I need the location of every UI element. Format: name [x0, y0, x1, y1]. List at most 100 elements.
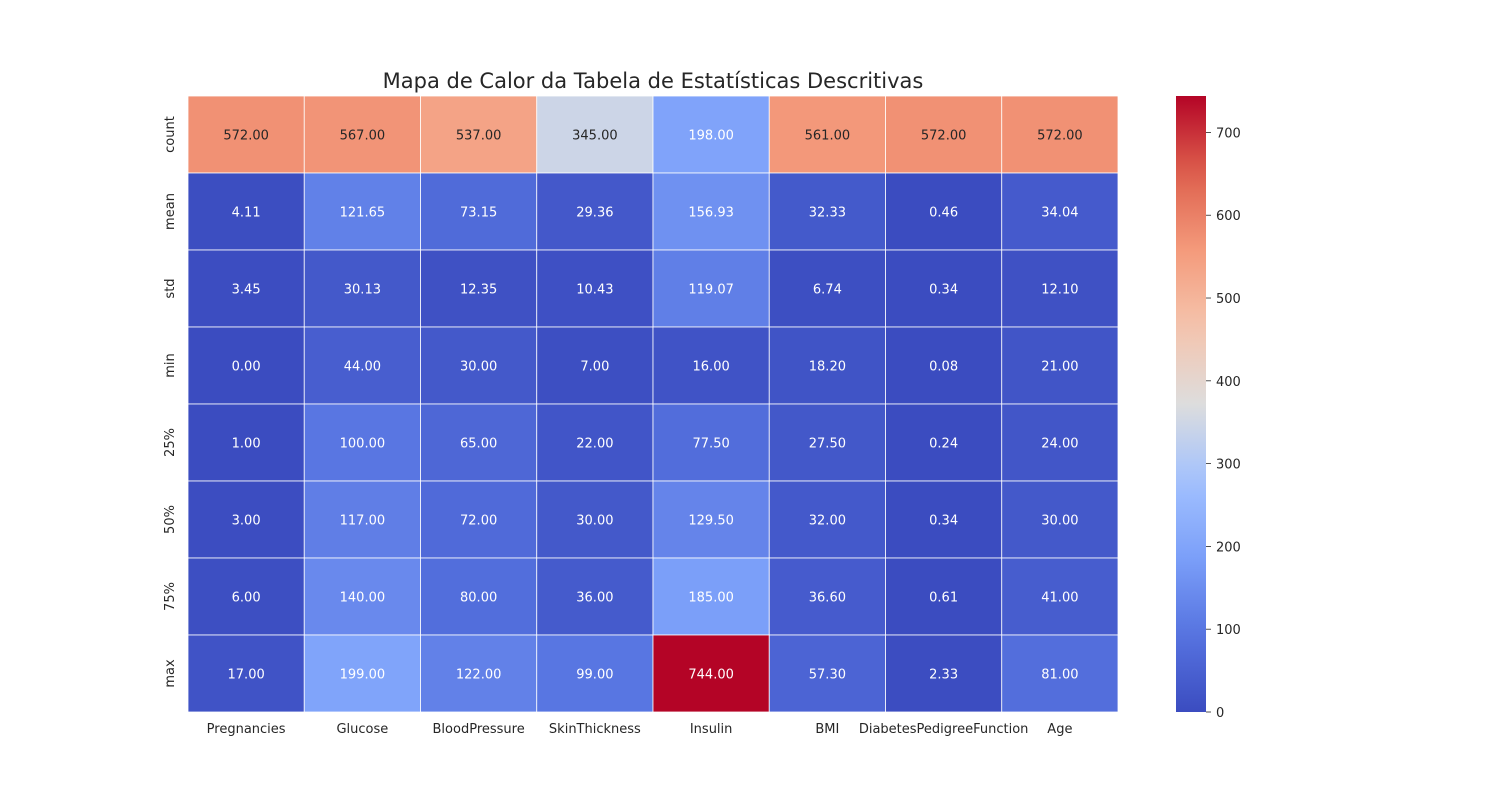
cell-value-label: 140.00: [340, 591, 386, 606]
heatmap-cell: [303, 172, 421, 251]
colorbar-tick-label: 400: [1216, 375, 1241, 390]
cell-value-label: 57.30: [809, 668, 846, 683]
heatmap-cell: [768, 95, 886, 174]
cell-value-label: 119.07: [688, 283, 734, 298]
heatmap-cell: [303, 249, 421, 328]
heatmap-cell: [885, 557, 1003, 636]
x-tick-label: Age: [1047, 722, 1072, 737]
cell-value-label: 72.00: [460, 514, 497, 529]
y-axis-tick-labels: count mean std min 25% 50% 75% max: [163, 116, 178, 688]
cell-value-label: 0.24: [929, 437, 958, 452]
heatmap-cell: [303, 480, 421, 559]
heatmap-cells: 572.00 567.00 537.00 345.00 198.00 561.00 572.…: [187, 95, 1119, 713]
y-tick-label: 25%: [163, 428, 178, 457]
cell-value-label: 572.00: [921, 129, 967, 144]
heatmap-cell: [1001, 249, 1119, 328]
cell-value-label: 345.00: [572, 129, 618, 144]
cell-value-label: 30.00: [1041, 514, 1078, 529]
cell-value-label: 81.00: [1041, 668, 1078, 683]
x-axis-tick-labels: Pregnancies Glucose BloodPressure SkinThick…: [207, 722, 1073, 737]
heatmap-cell: [652, 249, 770, 328]
heatmap-cell: [652, 95, 770, 174]
heatmap-cell: [420, 326, 538, 405]
colorbar-tick-label: 0: [1216, 706, 1224, 721]
y-tick-label: 75%: [163, 582, 178, 611]
heatmap-cell: [187, 634, 305, 713]
heatmap-cell: [187, 326, 305, 405]
heatmap-cell: [1001, 95, 1119, 174]
colorbar-tick-label: 500: [1216, 292, 1241, 307]
cell-value-label: 27.50: [809, 437, 846, 452]
heatmap-cell: [885, 634, 1003, 713]
heatmap-cell: [536, 172, 654, 251]
heatmap-cell: [1001, 634, 1119, 713]
heatmap-cell: [303, 557, 421, 636]
colorbar-tick-label: 200: [1216, 540, 1241, 555]
heatmap-cell: [303, 634, 421, 713]
x-tick-label: Glucose: [336, 722, 388, 737]
cell-value-label: 129.50: [688, 514, 734, 529]
cell-value-label: 32.33: [809, 206, 846, 221]
heatmap-cell: [652, 634, 770, 713]
heatmap-cell: [885, 480, 1003, 559]
x-tick-label: DiabetesPedigreeFunction: [859, 722, 1029, 737]
heatmap-cell: [1001, 480, 1119, 559]
cell-value-label: 65.00: [460, 437, 497, 452]
x-tick-label: Pregnancies: [207, 722, 286, 737]
cell-value-label: 12.10: [1041, 283, 1078, 298]
cell-value-label: 4.11: [232, 206, 261, 221]
heatmap-cell: [768, 480, 886, 559]
heatmap-cell: [885, 403, 1003, 482]
heatmap-cell: [420, 634, 538, 713]
heatmap-cell: [885, 249, 1003, 328]
cell-value-label: 30.13: [344, 283, 381, 298]
cell-value-label: 24.00: [1041, 437, 1078, 452]
y-tick-label: std: [163, 278, 178, 298]
cell-value-label: 34.04: [1041, 206, 1078, 221]
y-tick-label: 50%: [163, 505, 178, 534]
heatmap-cell: [187, 95, 305, 174]
cell-value-label: 6.74: [813, 283, 842, 298]
heatmap-cell: [536, 249, 654, 328]
cell-value-label: 41.00: [1041, 591, 1078, 606]
heatmap-cell: [420, 480, 538, 559]
x-tick-label: Insulin: [690, 722, 733, 737]
heatmap-cell: [187, 557, 305, 636]
heatmap-cell: [536, 634, 654, 713]
heatmap-cell: [1001, 557, 1119, 636]
cell-value-label: 30.00: [460, 360, 497, 375]
heatmap-cell: [885, 326, 1003, 405]
cell-value-label: 199.00: [340, 668, 386, 683]
heatmap-cell: [652, 403, 770, 482]
colorbar-ticks: 0 100 200 300 400 500 600 700: [1206, 126, 1241, 721]
cell-value-label: 32.00: [809, 514, 846, 529]
cell-value-label: 198.00: [688, 129, 734, 144]
heatmap-cell: [768, 557, 886, 636]
colorbar-tick-label: 300: [1216, 458, 1241, 473]
x-tick-label: BloodPressure: [433, 722, 525, 737]
colorbar-tick-label: 100: [1216, 623, 1241, 638]
cell-value-label: 22.00: [576, 437, 613, 452]
heatmap-cell: [420, 557, 538, 636]
cell-value-label: 561.00: [805, 129, 851, 144]
cell-value-label: 185.00: [688, 591, 734, 606]
cell-value-label: 36.00: [576, 591, 613, 606]
cell-value-label: 12.35: [460, 283, 497, 298]
cell-value-label: 3.00: [232, 514, 261, 529]
heatmap-cell: [303, 95, 421, 174]
cell-value-label: 7.00: [580, 360, 609, 375]
colorbar-tick-label: 600: [1216, 209, 1241, 224]
cell-value-label: 10.43: [576, 283, 613, 298]
cell-value-label: 156.93: [688, 206, 734, 221]
cell-value-label: 30.00: [576, 514, 613, 529]
cell-value-label: 117.00: [340, 514, 386, 529]
cell-value-label: 122.00: [456, 668, 502, 683]
heatmap-cell: [420, 249, 538, 328]
heatmap-cell: [768, 403, 886, 482]
x-tick-label: SkinThickness: [549, 722, 641, 737]
cell-value-label: 6.00: [232, 591, 261, 606]
cell-value-label: 80.00: [460, 591, 497, 606]
heatmap-cell: [1001, 403, 1119, 482]
heatmap-cell: [187, 249, 305, 328]
cell-value-label: 121.65: [340, 206, 386, 221]
